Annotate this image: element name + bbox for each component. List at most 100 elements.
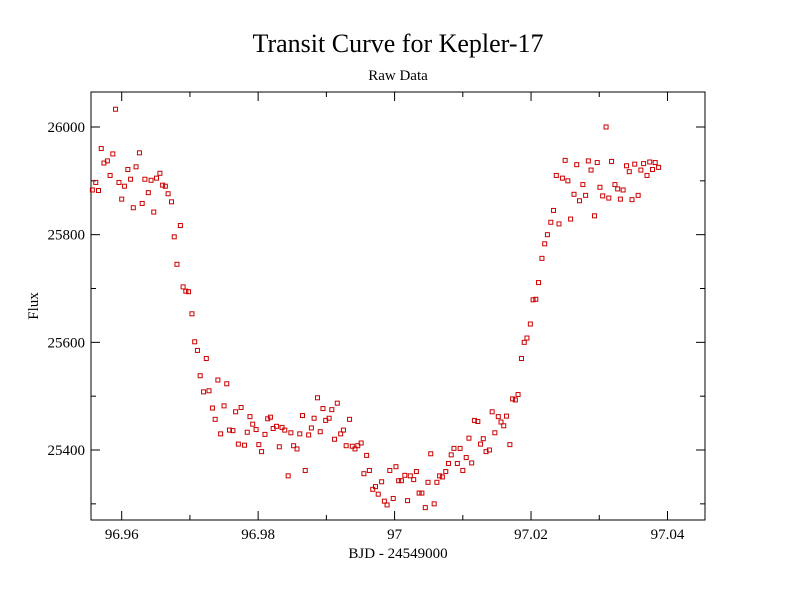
data-point [308, 425, 314, 431]
data-point [396, 478, 402, 484]
data-point [411, 477, 417, 483]
data-point [475, 418, 481, 424]
data-point [478, 441, 484, 447]
data-point [489, 409, 495, 415]
data-point [119, 196, 125, 202]
data-point [151, 209, 157, 215]
data-point [439, 474, 445, 480]
data-point [518, 355, 524, 361]
data-point [434, 479, 440, 485]
data-point [445, 460, 451, 466]
data-point [387, 467, 393, 473]
data-point [320, 406, 326, 412]
data-point [171, 234, 177, 240]
data-point [372, 484, 378, 490]
data-point [524, 335, 530, 341]
data-point [206, 388, 212, 394]
data-point [652, 160, 658, 166]
data-point [574, 162, 580, 168]
x-tick-label: 97 [387, 527, 403, 543]
data-point [130, 205, 136, 211]
data-point [551, 207, 557, 213]
data-point [125, 167, 131, 173]
data-point [553, 172, 559, 178]
data-point [297, 431, 303, 437]
data-point [556, 221, 562, 227]
data-point [180, 284, 186, 290]
data-point [98, 146, 104, 152]
data-point [536, 280, 542, 286]
data-point [585, 158, 591, 164]
y-tick-label: 25600 [48, 335, 86, 351]
data-point [624, 163, 630, 169]
data-point [332, 436, 338, 442]
data-point [416, 490, 422, 496]
data-point [197, 373, 203, 379]
data-point [492, 430, 498, 436]
data-point [580, 182, 586, 188]
data-point [329, 407, 335, 413]
data-point [539, 255, 545, 261]
data-point [183, 288, 189, 294]
data-point [530, 297, 536, 303]
data-point [317, 429, 323, 435]
data-point [256, 442, 262, 448]
data-point [480, 436, 486, 442]
y-axis-label: Flux [26, 292, 42, 320]
axis-ticks: 96.96 96.98 97 97.02 97.04 25400 25600 25800 260… [48, 92, 705, 543]
data-point [299, 413, 305, 419]
data-point [559, 175, 565, 181]
data-point [571, 191, 577, 197]
data-point [361, 471, 367, 477]
data-point [413, 469, 419, 475]
data-point [521, 339, 527, 345]
data-point [390, 495, 396, 501]
data-point [244, 429, 250, 435]
data-point [568, 216, 574, 222]
data-point [565, 178, 571, 184]
data-point [274, 423, 280, 429]
data-point [629, 197, 635, 203]
data-point [89, 187, 95, 193]
data-point [381, 498, 387, 504]
data-point [93, 179, 99, 185]
data-point [463, 455, 469, 461]
data-point [533, 296, 539, 302]
data-point [282, 427, 288, 433]
data-point [294, 446, 300, 452]
data-point [486, 447, 492, 453]
data-point [148, 177, 154, 183]
data-point [212, 416, 218, 422]
data-point [160, 182, 166, 188]
data-point [311, 415, 317, 421]
data-point [603, 124, 609, 130]
data-point [495, 414, 501, 420]
data-point [615, 186, 621, 192]
data-point [588, 167, 594, 173]
x-axis-label: BJD - 24549000 [348, 546, 447, 562]
data-point [177, 223, 183, 229]
data-point [466, 435, 472, 441]
data-point [116, 179, 122, 185]
data-point [334, 400, 340, 406]
data-point [192, 339, 198, 345]
data-point [454, 460, 460, 466]
data-point [203, 355, 209, 361]
data-point [186, 289, 192, 295]
data-point [641, 161, 647, 167]
data-point [656, 164, 662, 170]
data-point [128, 176, 134, 182]
data-point [379, 479, 385, 485]
data-point [620, 187, 626, 193]
data-point [515, 392, 521, 398]
data-point [527, 321, 533, 327]
data-point [548, 219, 554, 225]
data-point [626, 169, 632, 175]
data-point [422, 505, 428, 511]
data-point [448, 452, 454, 458]
data-point [355, 443, 361, 449]
data-point [443, 469, 449, 475]
data-point [142, 176, 148, 182]
data-point [113, 106, 119, 112]
